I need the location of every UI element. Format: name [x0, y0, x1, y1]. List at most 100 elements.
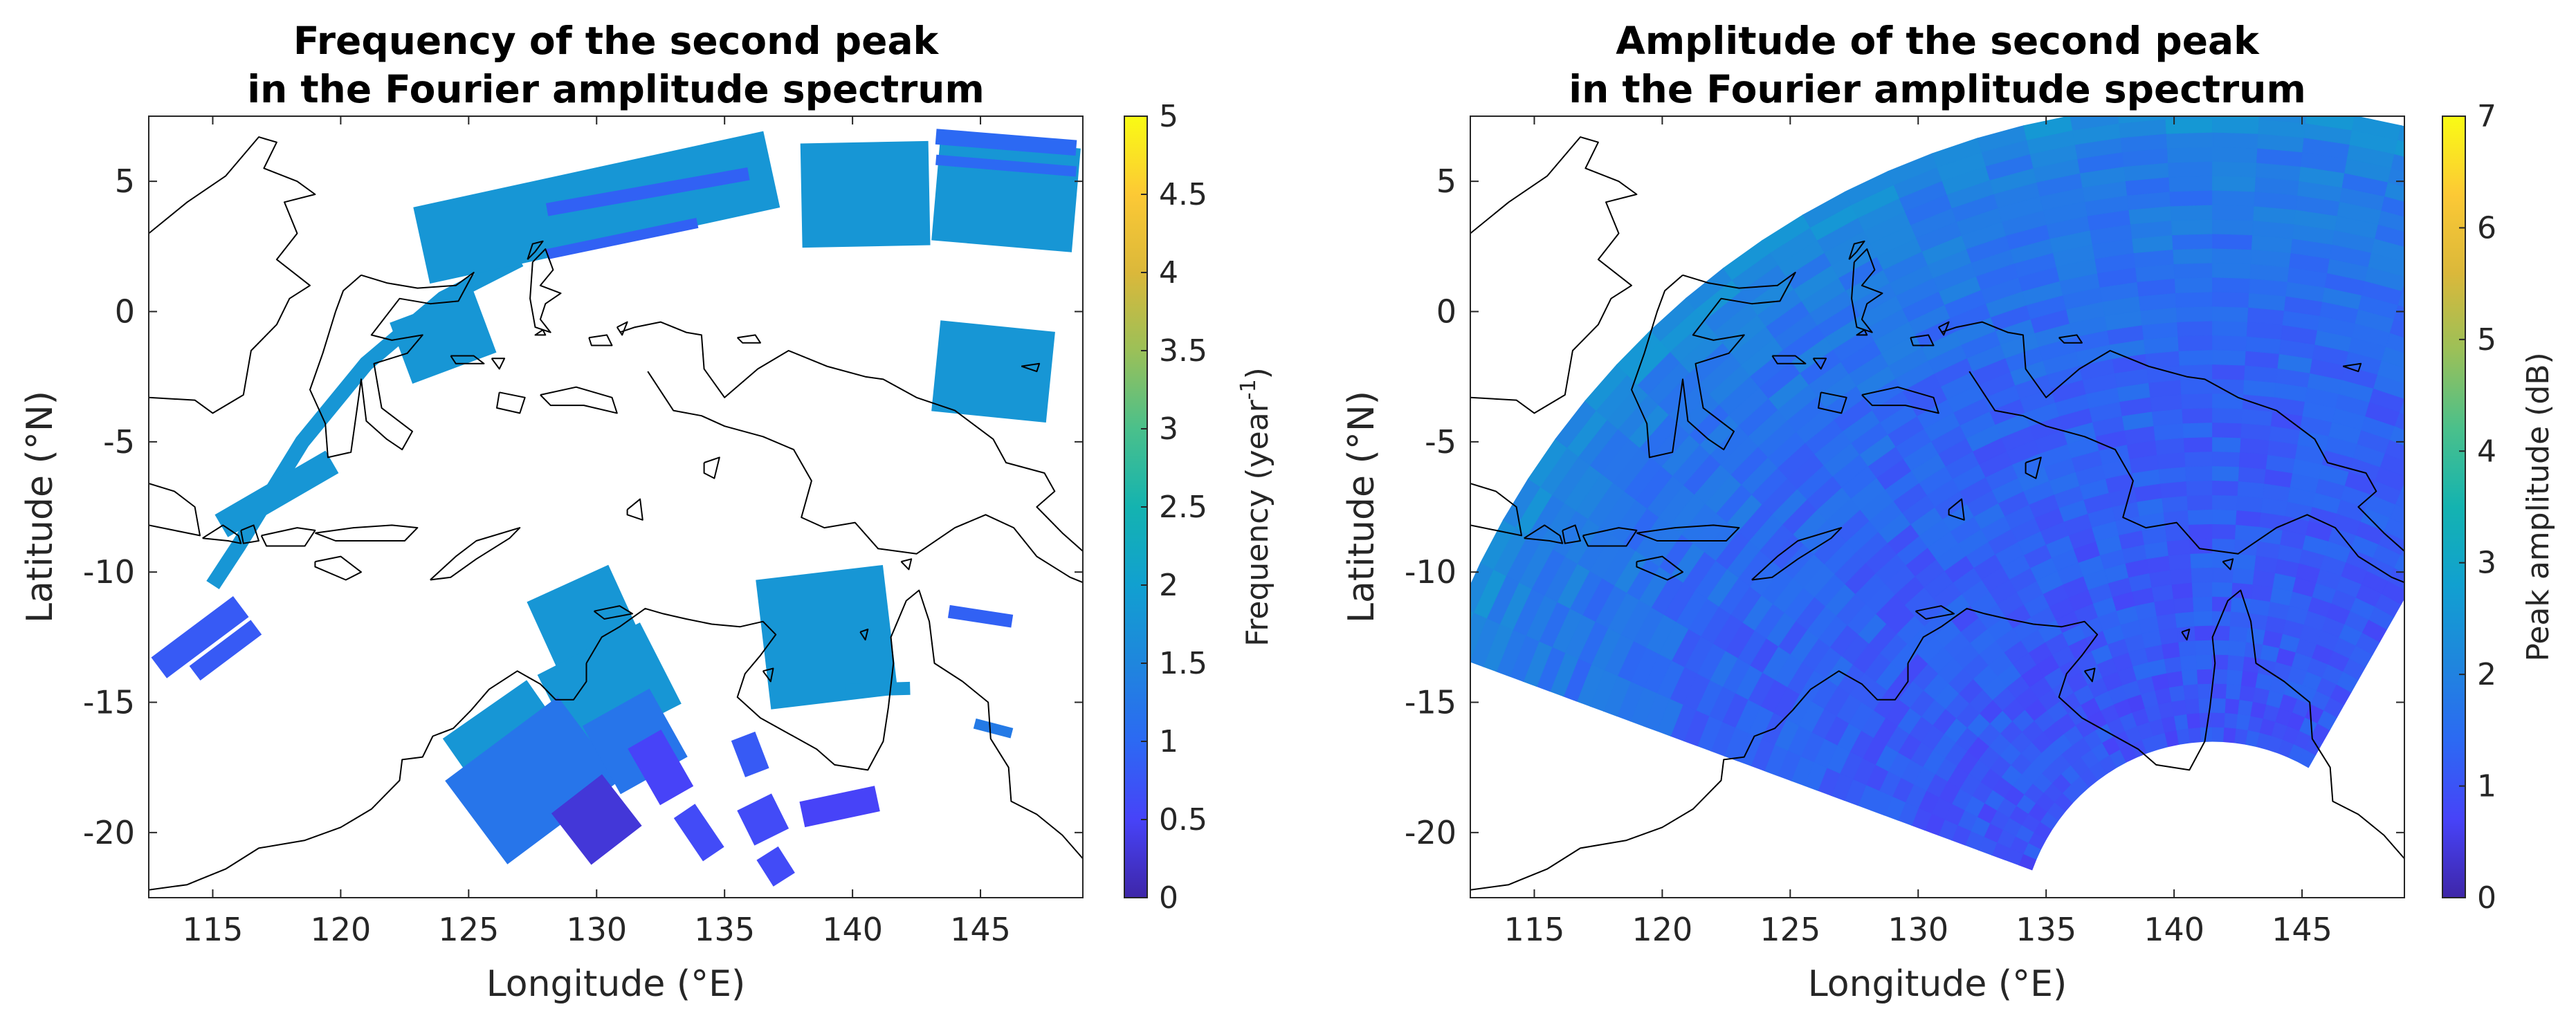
y-tick-label: -15	[1405, 684, 1456, 721]
x-tick-label: 115	[1504, 911, 1565, 948]
right-colorbar	[2442, 116, 2465, 898]
fan-cell	[2478, 181, 2525, 211]
y-tick-label: -15	[83, 684, 135, 721]
fan-cell	[2213, 118, 2260, 133]
left-ylabel: Latitude (°N)	[19, 391, 61, 623]
fan-cell	[2410, 371, 2447, 398]
fan-cell	[2159, 467, 2186, 483]
left-colorbar-ticks: 00.511.522.533.544.55	[1141, 99, 1207, 916]
fan-cell	[2213, 234, 2253, 250]
fan-cell	[2229, 626, 2248, 642]
fan-cell	[2171, 205, 2212, 221]
colorbar-tick-label: 3	[2477, 546, 2496, 581]
fan-cell	[2162, 642, 2180, 658]
fan-cell	[2194, 611, 2213, 626]
fan-cell	[2234, 553, 2256, 570]
fan-cell	[2171, 219, 2212, 235]
fan-cell	[1443, 607, 1473, 656]
fan-cell	[2188, 509, 2212, 524]
fan-cell	[2213, 683, 2227, 698]
fan-cell	[2398, 126, 2447, 152]
fan-cell	[2531, 172, 2576, 205]
fan-cell	[2213, 625, 2231, 640]
fan-cell	[2574, 192, 2576, 227]
fan-cell	[2182, 394, 2213, 409]
fan-cell	[2213, 423, 2242, 438]
fan-cell	[2213, 437, 2241, 452]
fan-cell	[2179, 350, 2213, 365]
fan-cell	[2213, 219, 2254, 235]
fan-cell	[2193, 596, 2213, 611]
fan-cell	[2510, 322, 2550, 353]
fan-cell	[2175, 292, 2212, 308]
fan-cell	[2179, 640, 2197, 656]
fan-cell	[2178, 335, 2213, 351]
fan-cell	[2213, 408, 2243, 423]
fan-cell	[2503, 238, 2548, 270]
colorbar-tick-label: 1	[1159, 724, 1178, 759]
fan-cell	[2213, 524, 2236, 539]
fan-cell	[2191, 567, 2213, 582]
fan-cell	[2213, 452, 2240, 467]
fan-cell	[2541, 257, 2576, 290]
fan-cell	[2405, 385, 2441, 411]
fan-cell	[2162, 496, 2189, 512]
x-tick-label: 115	[183, 911, 244, 948]
fan-cell	[2182, 408, 2213, 423]
fan-cell	[2182, 669, 2198, 685]
fan-cell	[2213, 712, 2226, 727]
fan-cell	[2523, 295, 2565, 328]
fan-cell	[2191, 553, 2213, 568]
fan-cell	[2520, 198, 2567, 230]
fan-cell	[2509, 225, 2555, 257]
fan-cell	[2170, 190, 2213, 206]
colorbar-tick-label: 3.5	[1159, 333, 1207, 369]
right-xlabel: Longitude (°E)	[1808, 963, 2067, 1005]
x-tick-label: 125	[438, 911, 499, 948]
fan-cell	[2407, 529, 2437, 554]
fan-cell	[2175, 611, 2195, 627]
y-tick-label: -5	[103, 423, 135, 461]
x-tick-label: 135	[2016, 911, 2076, 948]
colorbar-tick-label: 3	[1159, 411, 1178, 447]
left-colorbar-label-main: Frequency (year	[1240, 399, 1275, 647]
colorbar-tick-label: 1	[2477, 769, 2496, 804]
fan-cell	[2198, 669, 2213, 684]
left-colorbar-label: Frequency (year-1)	[1236, 367, 1275, 647]
y-tick-label: -20	[83, 814, 135, 851]
left-colorbar-label-end: )	[1240, 367, 1275, 379]
fan-cell	[2173, 234, 2213, 250]
fan-cell	[2478, 387, 2515, 416]
fan-cell	[2213, 147, 2258, 163]
colorbar-tick-label: 5	[2477, 322, 2496, 358]
fan-cell	[2172, 699, 2187, 716]
colorbar-tick-label: 5	[1159, 99, 1178, 134]
fan-cell	[2164, 656, 2182, 673]
fan-cell	[2236, 510, 2261, 527]
fan-cell	[2529, 283, 2573, 315]
data-cell	[846, 682, 911, 697]
fan-cell	[2186, 466, 2213, 481]
fan-cell	[2236, 524, 2260, 541]
fan-cell	[2180, 655, 2197, 671]
fan-cell	[2189, 524, 2213, 539]
fan-cell	[2177, 321, 2213, 336]
fan-cell	[2184, 684, 2199, 700]
fan-cell	[2174, 714, 2189, 730]
x-tick-label: 140	[2144, 911, 2204, 948]
fan-cell	[2407, 464, 2440, 490]
fan-cell	[2169, 685, 2185, 702]
fan-cell	[2175, 277, 2212, 293]
fan-cell	[2174, 263, 2213, 279]
y-tick-label: -10	[83, 553, 135, 591]
fan-cell	[2185, 698, 2200, 714]
fan-cell	[2486, 278, 2529, 308]
fan-cell	[2213, 495, 2238, 510]
x-tick-label: 140	[822, 911, 883, 948]
y-tick-label: 0	[1436, 293, 1456, 331]
fan-cell	[2226, 684, 2241, 700]
fan-cell	[2225, 713, 2238, 729]
fan-cell	[2213, 350, 2247, 365]
colorbar-tick-label: 4.5	[1159, 177, 1207, 212]
right-ylabel: Latitude (°N)	[1341, 391, 1382, 623]
